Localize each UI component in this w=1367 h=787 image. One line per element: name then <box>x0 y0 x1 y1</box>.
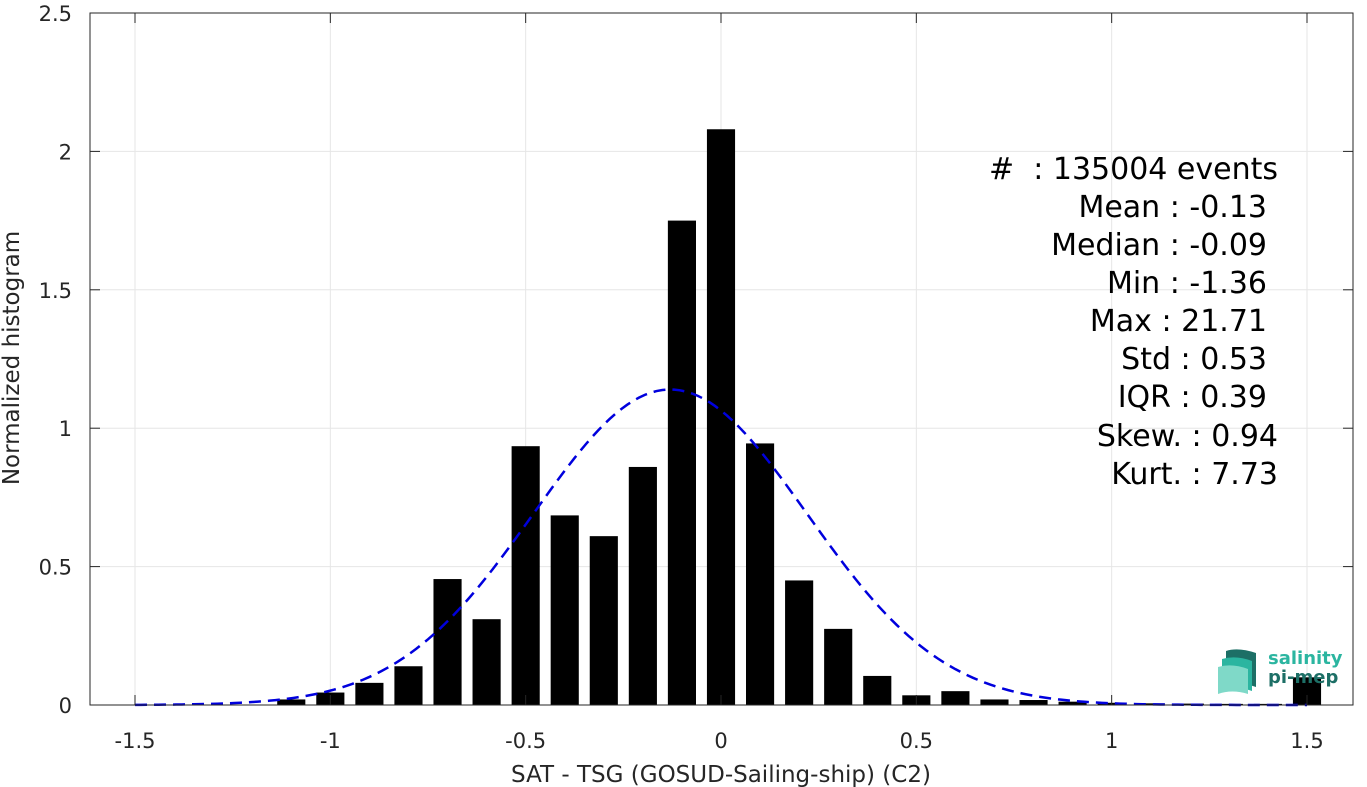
histogram-bar <box>355 682 384 705</box>
x-tick-label: 1.5 <box>1290 729 1323 753</box>
y-tick-label: 1 <box>59 417 72 441</box>
x-tick-label: 1 <box>1105 729 1118 753</box>
histogram-bar <box>511 446 540 705</box>
stat-median: Median : -0.09 <box>1051 228 1267 263</box>
stat-mean: Mean : -0.13 <box>1078 190 1267 225</box>
histogram-bar <box>1175 703 1204 705</box>
histogram-bar <box>824 628 853 705</box>
histogram-bar <box>277 699 306 705</box>
x-tick-label: -0.5 <box>505 729 546 753</box>
x-tick-labels: -1.5 -1 -0.5 0 0.5 1 1.5 <box>115 729 1324 753</box>
histogram-bar <box>706 129 736 706</box>
stat-min: Min : -1.36 <box>1107 266 1267 301</box>
x-tick-label: 0.5 <box>900 729 933 753</box>
histogram-bar <box>628 466 657 705</box>
histogram-bars <box>277 129 1322 706</box>
histogram-bar <box>746 443 775 705</box>
y-axis-label: Normalized histogram <box>0 231 25 485</box>
histogram-bar <box>863 675 892 705</box>
histogram-bar <box>433 579 462 705</box>
histogram-bar <box>667 220 696 705</box>
logo-text-salinity: salinity <box>1268 648 1343 669</box>
stat-max: Max : 21.71 <box>1090 304 1267 339</box>
logo-wave-icon <box>1218 649 1256 694</box>
salinity-pimep-logo: salinity pi-mep <box>1216 647 1346 695</box>
histogram-bar <box>980 699 1009 705</box>
y-tick-label: 1.5 <box>39 279 72 303</box>
gaussian-fit-curve <box>134 388 1307 707</box>
stat-skew: Skew. : 0.94 <box>1097 419 1278 454</box>
stat-kurt: Kurt. : 7.73 <box>1111 457 1278 492</box>
histogram-bar <box>1136 703 1165 705</box>
x-tick-label: -1 <box>320 729 341 753</box>
histogram-bar <box>785 580 814 705</box>
stat-events: # : 135004 events <box>989 152 1278 187</box>
y-tick-labels: 0 0.5 1 1.5 2 2.5 <box>39 2 72 718</box>
logo-text-pimep: pi-mep <box>1268 667 1339 688</box>
y-tick-label: 2 <box>59 140 72 164</box>
axis-ticks <box>90 12 1353 706</box>
stats-box: # : 135004 events Mean : -0.13 Median : … <box>989 152 1278 492</box>
x-axis-label: SAT - TSG (GOSUD-Sailing-ship) (C2) <box>511 762 931 787</box>
stat-iqr: IQR : 0.39 <box>1118 380 1267 415</box>
x-tick-label: 0 <box>714 729 727 753</box>
y-tick-label: 0.5 <box>39 556 72 580</box>
histogram-bar <box>1058 701 1087 705</box>
histogram-bar <box>550 515 579 705</box>
histogram-bar <box>941 691 970 705</box>
y-tick-label: 0 <box>59 694 72 718</box>
x-tick-label: -1.5 <box>115 729 156 753</box>
stat-std: Std : 0.53 <box>1121 342 1267 377</box>
histogram-bar <box>472 619 501 705</box>
histogram-bar <box>589 536 618 705</box>
y-tick-label: 2.5 <box>39 2 72 26</box>
histogram-bar <box>1019 700 1048 705</box>
histogram-bar <box>394 666 423 705</box>
